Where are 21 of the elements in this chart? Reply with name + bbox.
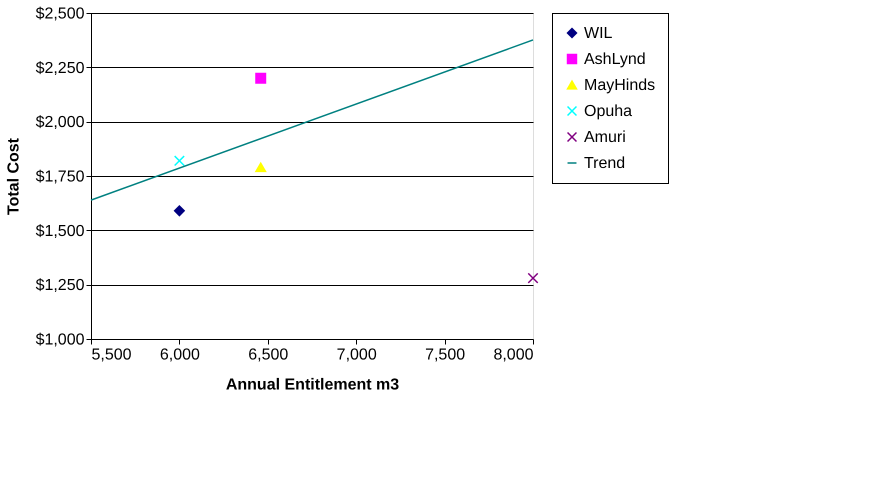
y-tick-label: $1,000 <box>36 332 85 348</box>
legend-label: Amuri <box>584 129 626 146</box>
x-tick-label: 8,000 <box>493 346 534 364</box>
legend-label: AshLynd <box>584 51 646 68</box>
y-tick-label: $1,500 <box>36 222 85 240</box>
x-tick-label: 7,000 <box>336 346 377 364</box>
y-tick-label: $2,500 <box>36 6 85 22</box>
legend-label: Trend <box>584 155 626 172</box>
x-tick-label: 6,000 <box>160 346 200 364</box>
x-tick-label: 7,500 <box>425 346 466 364</box>
legend-label: WIL <box>584 25 613 42</box>
legend-label: Opuha <box>584 103 632 120</box>
y-tick-label: $1,250 <box>36 277 85 294</box>
y-axis-title: Total Cost <box>6 137 23 216</box>
legend-label: MayHinds <box>584 77 656 94</box>
x-tick-label: 5,500 <box>92 346 132 364</box>
y-tick-label: $1,750 <box>36 168 85 186</box>
x-tick-label: 6,500 <box>248 346 288 364</box>
x-axis-title: Annual Entitlement m3 <box>226 376 400 394</box>
y-tick-label: $2,000 <box>36 114 85 132</box>
y-tick-label: $2,250 <box>36 60 85 77</box>
